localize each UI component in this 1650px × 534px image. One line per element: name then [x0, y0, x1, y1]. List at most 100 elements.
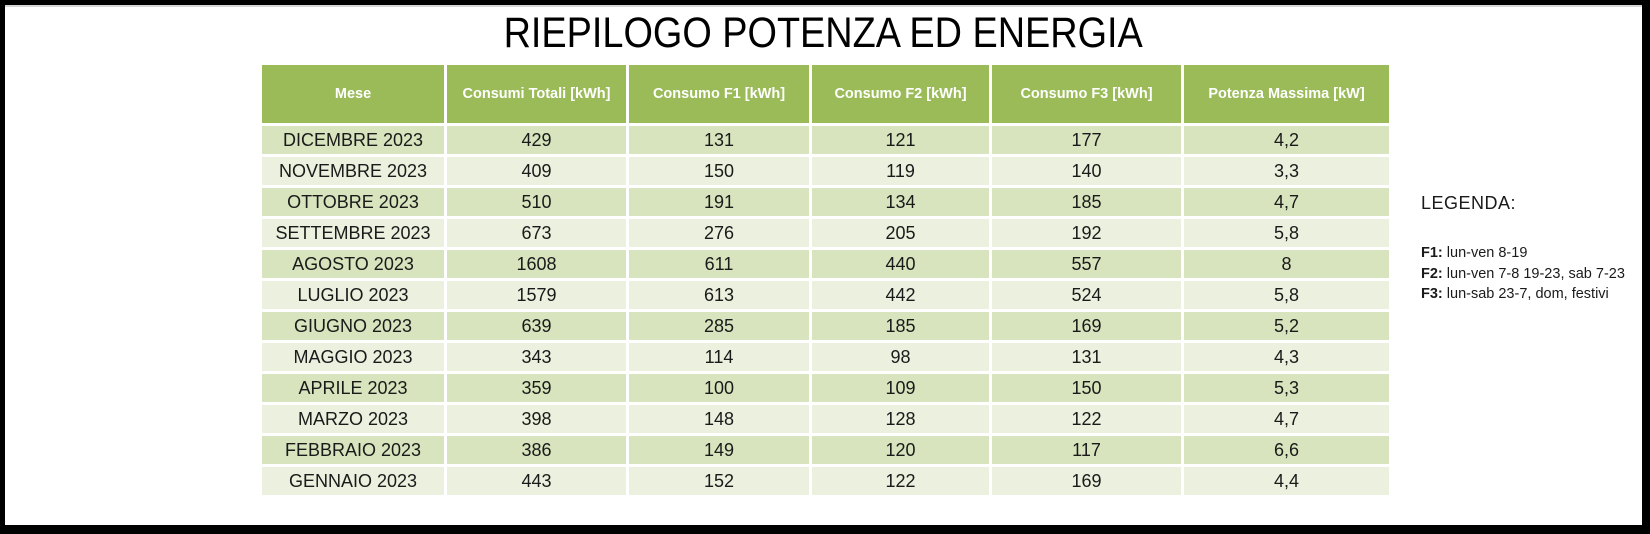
cell-value: 98: [812, 343, 989, 371]
top-edge-shade: [5, 5, 1642, 7]
cell-value: 8: [1184, 250, 1389, 278]
table-row: DICEMBRE 2023 429 131 121 177 4,2: [262, 126, 1389, 154]
cell-value: 128: [812, 405, 989, 433]
table-header: Mese Consumi Totali [kWh] Consumo F1 [kWh]…: [262, 65, 1389, 123]
cell-month: MAGGIO 2023: [262, 343, 444, 371]
table-body: DICEMBRE 2023 429 131 121 177 4,2 NOVEMBRE 202…: [262, 126, 1389, 495]
legend-items: F1: lun-ven 8-19 F2: lun-ven 7-8 19-23, s…: [1421, 243, 1625, 305]
table-row: AGOSTO 2023 1608 611 440 557 8: [262, 250, 1389, 278]
legend-title: LEGENDA:: [1421, 193, 1517, 213]
cell-value: 4,7: [1184, 405, 1389, 433]
legend-item: F2: lun-ven 7-8 19-23, sab 7-23: [1421, 264, 1625, 285]
cell-value: 192: [992, 219, 1181, 247]
cell-value: 177: [992, 126, 1181, 154]
column-header: Mese: [262, 65, 444, 123]
legend-item: F1: lun-ven 8-19: [1421, 243, 1625, 264]
cell-value: 121: [812, 126, 989, 154]
cell-value: 4,2: [1184, 126, 1389, 154]
cell-month: APRILE 2023: [262, 374, 444, 402]
cell-month: FEBBRAIO 2023: [262, 436, 444, 464]
cell-value: 1608: [447, 250, 626, 278]
cell-value: 673: [447, 219, 626, 247]
legend-item-text: lun-sab 23-7, dom, festivi: [1446, 286, 1609, 302]
cell-value: 100: [629, 374, 809, 402]
cell-month: MARZO 2023: [262, 405, 444, 433]
cell-value: 117: [992, 436, 1181, 464]
cell-value: 5,2: [1184, 312, 1389, 340]
cell-value: 152: [629, 467, 809, 495]
table-row: LUGLIO 2023 1579 613 442 524 5,8: [262, 281, 1389, 309]
cell-value: 3,3: [1184, 157, 1389, 185]
cell-value: 5,8: [1184, 281, 1389, 309]
cell-value: 4,4: [1184, 467, 1389, 495]
cell-value: 185: [812, 312, 989, 340]
column-header: Consumo F1 [kWh]: [629, 65, 809, 123]
cell-value: 359: [447, 374, 626, 402]
legend: LEGENDA: F1: lun-ven 8-19 F2: lun-ven 7-8…: [1421, 193, 1625, 305]
table-row: GIUGNO 2023 639 285 185 169 5,2: [262, 312, 1389, 340]
cell-value: 149: [629, 436, 809, 464]
cell-month: SETTEMBRE 2023: [262, 219, 444, 247]
cell-value: 639: [447, 312, 626, 340]
cell-value: 150: [992, 374, 1181, 402]
cell-value: 343: [447, 343, 626, 371]
table-row: OTTOBRE 2023 510 191 134 185 4,7: [262, 188, 1389, 216]
legend-item-text: lun-ven 8-19: [1446, 245, 1528, 261]
cell-value: 120: [812, 436, 989, 464]
cell-value: 131: [629, 126, 809, 154]
cell-value: 150: [629, 157, 809, 185]
cell-value: 276: [629, 219, 809, 247]
cell-value: 429: [447, 126, 626, 154]
cell-value: 4,3: [1184, 343, 1389, 371]
cell-value: 557: [992, 250, 1181, 278]
cell-month: AGOSTO 2023: [262, 250, 444, 278]
column-header: Consumi Totali [kWh]: [447, 65, 626, 123]
cell-value: 398: [447, 405, 626, 433]
legend-item-text: lun-ven 7-8 19-23, sab 7-23: [1446, 265, 1625, 282]
cell-value: 191: [629, 188, 809, 216]
cell-value: 134: [812, 188, 989, 216]
legend-item-label: F2:: [1421, 265, 1443, 282]
cell-value: 6,6: [1184, 436, 1389, 464]
cell-value: 5,3: [1184, 374, 1389, 402]
cell-value: 1579: [447, 281, 626, 309]
cell-month: GIUGNO 2023: [262, 312, 444, 340]
table-row: APRILE 2023 359 100 109 150 5,3: [262, 374, 1389, 402]
cell-value: 285: [629, 312, 809, 340]
cell-month: DICEMBRE 2023: [262, 126, 444, 154]
cell-value: 114: [629, 343, 809, 371]
table-row: MARZO 2023 398 148 128 122 4,7: [262, 405, 1389, 433]
cell-value: 122: [812, 467, 989, 495]
cell-value: 5,8: [1184, 219, 1389, 247]
cell-value: 119: [812, 157, 989, 185]
cell-month: GENNAIO 2023: [262, 467, 444, 495]
cell-value: 205: [812, 219, 989, 247]
table-row: MAGGIO 2023 343 114 98 131 4,3: [262, 343, 1389, 371]
page-title: RIEPILOGO POTENZA ED ENERGIA: [5, 9, 1642, 57]
cell-value: 169: [992, 467, 1181, 495]
column-header: Consumo F2 [kWh]: [812, 65, 989, 123]
cell-value: 386: [447, 436, 626, 464]
legend-item-label: F3:: [1421, 286, 1443, 302]
table-row: FEBBRAIO 2023 386 149 120 117 6,6: [262, 436, 1389, 464]
column-header: Consumo F3 [kWh]: [992, 65, 1181, 123]
cell-value: 443: [447, 467, 626, 495]
cell-value: 4,7: [1184, 188, 1389, 216]
column-header: Potenza Massima [kW]: [1184, 65, 1389, 123]
table-row: SETTEMBRE 2023 673 276 205 192 5,8: [262, 219, 1389, 247]
cell-value: 109: [812, 374, 989, 402]
cell-value: 140: [992, 157, 1181, 185]
cell-value: 122: [992, 405, 1181, 433]
cell-month: OTTOBRE 2023: [262, 188, 444, 216]
cell-value: 185: [992, 188, 1181, 216]
table-row: GENNAIO 2023 443 152 122 169 4,4: [262, 467, 1389, 495]
page-title-text: RIEPILOGO POTENZA ED ENERGIA: [503, 9, 1144, 57]
cell-value: 148: [629, 405, 809, 433]
cell-value: 131: [992, 343, 1181, 371]
legend-item-label: F1:: [1421, 245, 1443, 261]
cell-value: 169: [992, 312, 1181, 340]
header-row: Mese Consumi Totali [kWh] Consumo F1 [kWh]…: [262, 65, 1389, 123]
cell-value: 409: [447, 157, 626, 185]
cell-value: 613: [629, 281, 809, 309]
energy-summary-table: Mese Consumi Totali [kWh] Consumo F1 [kWh]…: [259, 62, 1392, 498]
